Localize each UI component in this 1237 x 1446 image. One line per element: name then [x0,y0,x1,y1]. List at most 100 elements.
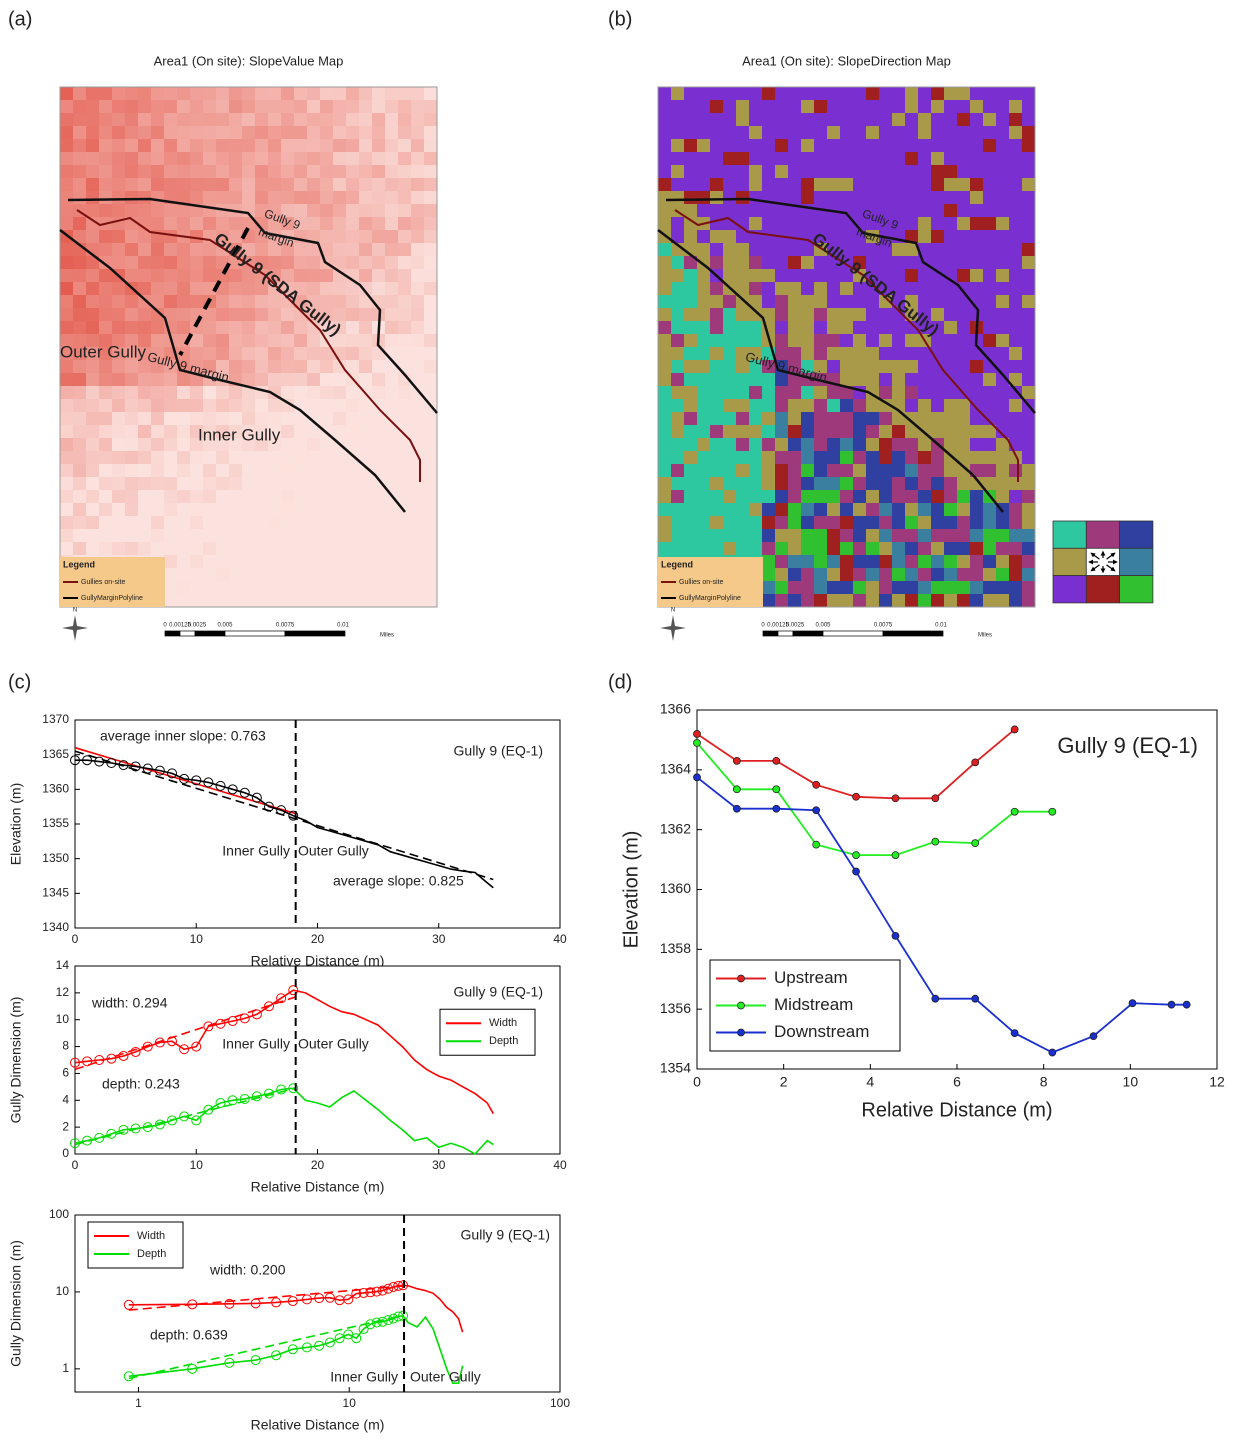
map-cell [775,386,788,399]
map-cell [216,516,229,529]
map-cell [255,165,268,178]
map-cell [1022,516,1035,529]
map-cell [190,594,203,607]
map-cell [229,191,242,204]
map-cell [905,113,918,126]
map-cell [385,152,398,165]
map-cell [723,126,736,139]
map-cell [1022,438,1035,451]
map-cell [203,191,216,204]
map-cell [177,100,190,113]
map-cell [931,399,944,412]
map-cell [957,594,970,607]
map-cell [177,555,190,568]
map-cell [788,269,801,282]
map-cell [801,256,814,269]
map-cell [320,568,333,581]
map-cell [281,373,294,386]
map-cell [775,490,788,503]
scale-label: 0.01 [935,623,947,629]
map-cell [411,152,424,165]
map-cell [372,568,385,581]
map-cell [398,126,411,139]
map-cell [814,594,827,607]
map-cell [996,464,1009,477]
x-tick-label: 40 [553,932,567,946]
map-cell [411,269,424,282]
map-cell [99,360,112,373]
map-cell [112,542,125,555]
map-cell [60,399,73,412]
map-cell [970,230,983,243]
map-cell [411,347,424,360]
direction-cell [1120,576,1153,603]
map-cell [99,191,112,204]
map-cell [112,178,125,191]
map-cell [1022,490,1035,503]
map-cell [905,373,918,386]
map-cell [931,191,944,204]
map-cell [736,243,749,256]
map-cell [671,412,684,425]
map-cell [255,373,268,386]
map-cell [658,412,671,425]
map-cell [125,243,138,256]
map-cell [281,308,294,321]
direction-cell [1053,521,1086,548]
map-cell [775,555,788,568]
map-cell [1009,87,1022,100]
map-cell [411,542,424,555]
legend-box [88,1222,183,1268]
map-cell [1022,204,1035,217]
map-cell [801,282,814,295]
map-cell [879,594,892,607]
map-cell [268,412,281,425]
map-cell [359,373,372,386]
map-cell [736,464,749,477]
map-cell [177,295,190,308]
map-cell [1022,451,1035,464]
map-cell [697,503,710,516]
map-cell [294,321,307,334]
map-cell [684,386,697,399]
map-cell [151,321,164,334]
map-cell [801,295,814,308]
map-cell [268,555,281,568]
map-cell [398,282,411,295]
map-cell [1009,100,1022,113]
map-cell [827,295,840,308]
map-cell [658,152,671,165]
map-cell [307,334,320,347]
map-cell [229,217,242,230]
x-tick-label: 6 [953,1074,961,1090]
map-cell [658,438,671,451]
map-cell [242,373,255,386]
map-cell [294,503,307,516]
map-cell [372,503,385,516]
map-cell [385,386,398,399]
map-cell [398,529,411,542]
y-tick-label: 1360 [42,782,69,796]
x-tick-label: 0 [72,932,79,946]
map-cell [216,386,229,399]
map-cell [671,347,684,360]
map-cell [879,425,892,438]
map-cell [1009,308,1022,321]
scale-segment [180,631,195,636]
map-cell [346,594,359,607]
map-cell [671,334,684,347]
map-cell [879,503,892,516]
map-cell [788,412,801,425]
map-cell [970,490,983,503]
map-cell [658,451,671,464]
map-cell [736,386,749,399]
map-cell [762,555,775,568]
map-cell [697,152,710,165]
map-cell [190,165,203,178]
map-cell [788,542,801,555]
map-cell [723,386,736,399]
map-cell [99,269,112,282]
map-cell [840,321,853,334]
map-cell [658,360,671,373]
map-cell [320,204,333,217]
